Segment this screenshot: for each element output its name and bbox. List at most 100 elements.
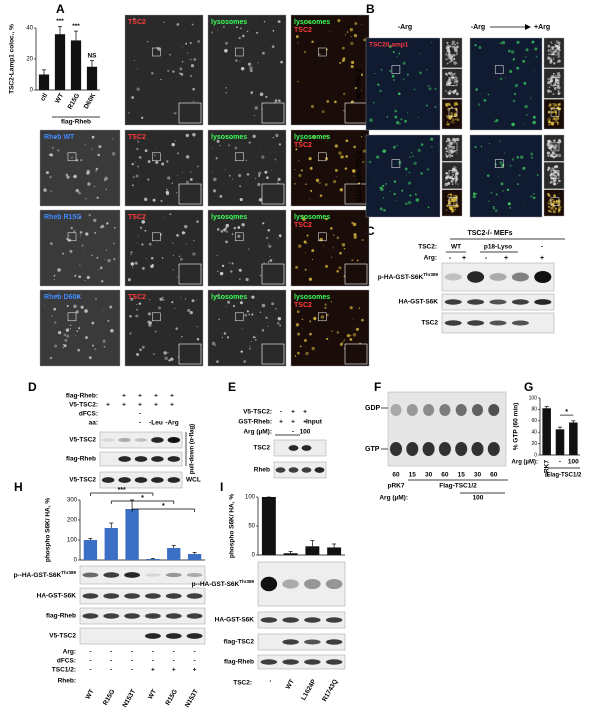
speckle — [451, 170, 454, 174]
speckle — [319, 237, 323, 242]
speckle — [215, 157, 218, 160]
speckle — [453, 113, 457, 117]
speckle — [244, 313, 248, 317]
speckle — [449, 153, 451, 155]
channel-label: TSC2 — [128, 134, 146, 141]
speckle — [449, 145, 452, 148]
speckle — [75, 159, 79, 162]
roi-box — [235, 47, 244, 57]
speckle — [300, 169, 303, 172]
band — [167, 477, 181, 483]
speckle — [556, 178, 558, 180]
speckle — [223, 26, 225, 28]
speckle — [454, 202, 458, 205]
y-tick-label: 100 — [67, 538, 78, 544]
speckle — [238, 173, 242, 178]
speckle — [336, 269, 339, 273]
speckle — [174, 112, 177, 115]
speckle — [334, 144, 338, 148]
speckle — [93, 185, 96, 188]
speckle — [451, 55, 454, 59]
speckle — [516, 40, 520, 44]
speckle — [446, 137, 450, 141]
speckle — [231, 233, 234, 236]
lane-label: 60 — [392, 472, 400, 479]
speckle — [342, 109, 345, 112]
blot-label-text: p--HA-GST-S6K — [14, 572, 62, 579]
speckle — [248, 141, 251, 144]
speckle — [337, 19, 341, 23]
speckle — [535, 55, 538, 58]
speckle — [326, 48, 328, 51]
speckle — [134, 161, 136, 163]
speckle — [266, 176, 269, 180]
roi-box — [494, 159, 504, 168]
speckle — [181, 61, 184, 63]
speckle — [319, 194, 323, 197]
band — [314, 467, 325, 473]
speckle — [261, 303, 266, 308]
speckle — [499, 161, 503, 165]
speckle — [277, 177, 281, 181]
speckle — [248, 313, 250, 316]
speckle — [553, 57, 555, 59]
lane-label: 15 — [458, 472, 466, 479]
condition-value: + — [193, 667, 197, 674]
speckle — [136, 303, 138, 306]
speckle — [257, 62, 259, 64]
speckle — [63, 333, 67, 337]
speckle — [550, 180, 554, 184]
condition-value: - — [131, 667, 133, 674]
speckle — [445, 115, 448, 117]
roi-box — [318, 312, 327, 322]
speckle — [330, 301, 332, 303]
y-tick-label: 200 — [67, 518, 78, 524]
speckle — [499, 140, 501, 142]
speckle — [550, 90, 552, 93]
speckle — [144, 229, 147, 232]
blot-strip — [273, 439, 327, 457]
speckle — [556, 83, 559, 85]
speckle — [558, 167, 560, 169]
bar — [83, 540, 98, 560]
speckle — [295, 148, 298, 151]
speckle — [398, 52, 401, 55]
speckle — [69, 327, 71, 330]
speckle — [277, 317, 282, 321]
speckle — [333, 179, 337, 184]
row-label: Rheb WT — [44, 134, 75, 141]
speckle — [103, 345, 106, 348]
speckle — [345, 139, 349, 143]
speckle — [272, 29, 275, 32]
side-label: WCL — [186, 477, 201, 484]
band — [260, 617, 278, 623]
speckle — [402, 78, 405, 81]
speckle — [65, 328, 70, 332]
blot-label: flag-Rheb — [46, 613, 76, 620]
micrograph — [469, 37, 543, 131]
speckle — [343, 247, 346, 250]
speckle — [171, 142, 175, 147]
speckle — [301, 327, 303, 329]
inset — [178, 263, 202, 285]
speckle — [185, 42, 188, 45]
speckle — [339, 188, 344, 192]
speckle — [557, 60, 560, 63]
condition-label: TSC2: — [233, 680, 252, 687]
speckle — [239, 301, 244, 305]
speckle — [86, 275, 90, 280]
x-tick-label: WT — [147, 688, 158, 700]
speckle — [552, 117, 556, 121]
speckle — [549, 50, 551, 52]
blot-label: flag-TSC2 — [224, 639, 255, 646]
speckle — [553, 109, 558, 113]
speckle — [299, 139, 302, 142]
speckle — [547, 120, 551, 123]
significance: * — [162, 503, 165, 510]
speckle — [249, 347, 251, 350]
speckle — [254, 338, 257, 341]
band — [304, 639, 321, 645]
speckle — [216, 254, 219, 257]
speckle — [456, 152, 458, 154]
speckle — [297, 332, 301, 336]
